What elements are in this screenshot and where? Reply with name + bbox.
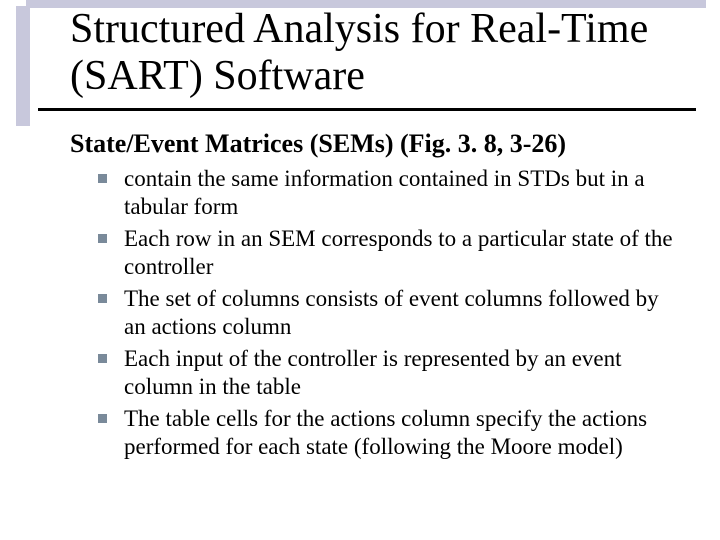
bullet-square-icon [98,234,107,243]
slide: Structured Analysis for Real-Time (SART)… [0,0,720,540]
list-item: The set of columns consists of event col… [98,285,684,341]
bullet-text: Each row in an SEM corresponds to a part… [124,226,673,279]
bullet-square-icon [98,294,107,303]
list-item: The table cells for the actions column s… [98,405,684,461]
title-block: Structured Analysis for Real-Time (SART)… [38,0,696,111]
bullet-text: The set of columns consists of event col… [124,286,659,339]
body-block: State/Event Matrices (SEMs) (Fig. 3. 8, … [70,129,684,461]
title-shadow-left [16,6,30,126]
slide-title: Structured Analysis for Real-Time (SART)… [38,6,696,111]
subheading: State/Event Matrices (SEMs) (Fig. 3. 8, … [70,129,684,159]
bullet-text: Each input of the controller is represen… [124,346,622,399]
list-item: Each row in an SEM corresponds to a part… [98,225,684,281]
list-item: Each input of the controller is represen… [98,345,684,401]
bullet-text: The table cells for the actions column s… [124,406,647,459]
bullet-square-icon [98,354,107,363]
bullet-list: contain the same information contained i… [70,165,684,461]
bullet-square-icon [98,414,107,423]
bullet-square-icon [98,174,107,183]
list-item: contain the same information contained i… [98,165,684,221]
bullet-text: contain the same information contained i… [124,166,645,219]
